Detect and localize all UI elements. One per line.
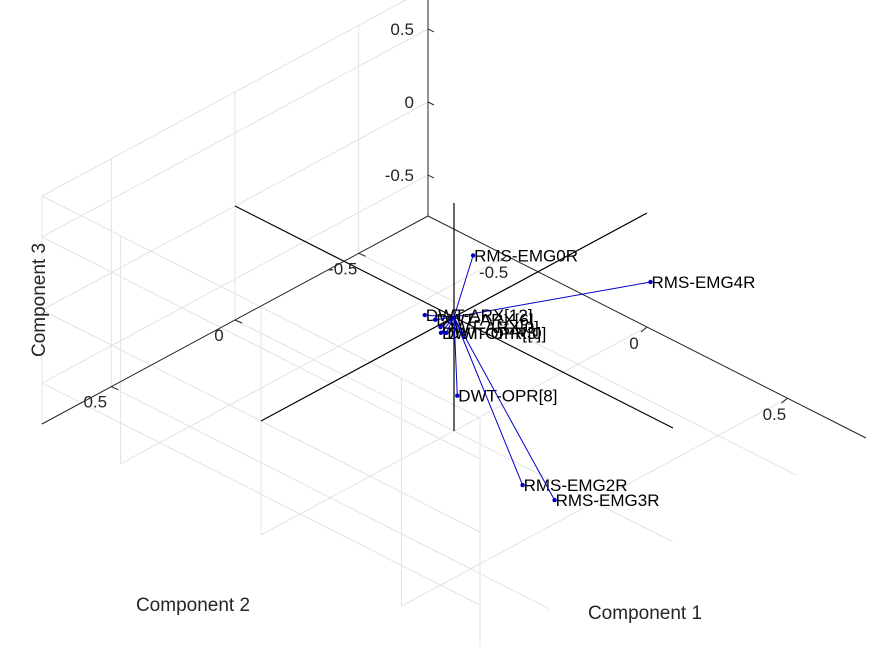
vector-label: DWT-OPR[8] [458,387,557,406]
z-tick-label: 0 [405,93,414,112]
y-tick-label: -0.5 [328,259,357,278]
variable-vectors: RMS-EMG4RRMS-EMG0RDWT-ARX[12]DWT-ARX[6]D… [422,247,756,510]
vector-endpoint [438,330,444,335]
z-tick-mark [427,28,435,33]
vector-endpoint [648,279,653,285]
variable-vector [440,316,455,334]
floor-grid-line [401,397,788,607]
box-edge [41,195,481,419]
z-tick-label: -0.5 [385,166,414,185]
y-tick-label: 0 [214,326,223,345]
x-tick-label: 0.5 [763,405,787,424]
variable-vector [440,316,455,328]
vector-label: DWT-ARX[0] [442,318,539,337]
y-tick-mark [111,386,119,391]
z-axis-title: Component 3 [29,243,50,357]
y-tick-label: 0.5 [83,393,107,412]
vector-endpoint [433,317,438,322]
vector-endpoint [552,497,557,503]
x-axis-title: Component 1 [588,603,702,624]
grid-lines [41,0,867,646]
vector-endpoint [438,324,443,330]
vector-endpoint [520,482,525,488]
z-tick-mark [427,101,435,106]
vector-endpoint [470,253,476,258]
variable-vector [453,316,556,501]
variable-vector [453,316,524,486]
variable-vector [453,281,651,318]
x-tick-label: 0 [629,334,638,353]
vector-endpoint [455,393,460,398]
variable-vector [453,316,458,396]
vector-label: RMS-EMG3R [556,491,660,510]
variable-vector [435,316,455,321]
y-tick-mark [358,252,366,257]
tick-labels: -0.5 -0.5 -0.5 0 0 0 0.5 0.5 0.5 [83,20,786,424]
x-tick-mark [500,255,507,262]
y-axis-title: Component 2 [136,595,250,616]
variable-vector [445,316,455,334]
floor-grid-line [111,386,550,610]
z-tick-label: 0.5 [390,20,414,39]
side-wall-grid-line [41,236,481,460]
vector-endpoint [422,312,427,318]
y-tick-mark [234,319,243,324]
vector-label: RMS-EMG4R [652,273,756,292]
vector-label: DWT-OPR[3] [442,324,541,343]
variable-vector [453,255,474,318]
x-tick-label: -0.5 [479,263,508,282]
back-wall-grid-line [41,28,429,238]
x-tick-mark [781,397,788,404]
vector-label: DWT-ARX[6] [436,311,533,330]
box-edge [41,0,407,197]
z-tick-mark [427,174,435,179]
vector-endpoint [444,330,449,336]
vector-label: DWT-OPR[0] [447,324,546,343]
vector-label: RMS-EMG0R [474,247,578,266]
x-tick-mark [640,326,648,333]
variable-vector [424,314,455,318]
